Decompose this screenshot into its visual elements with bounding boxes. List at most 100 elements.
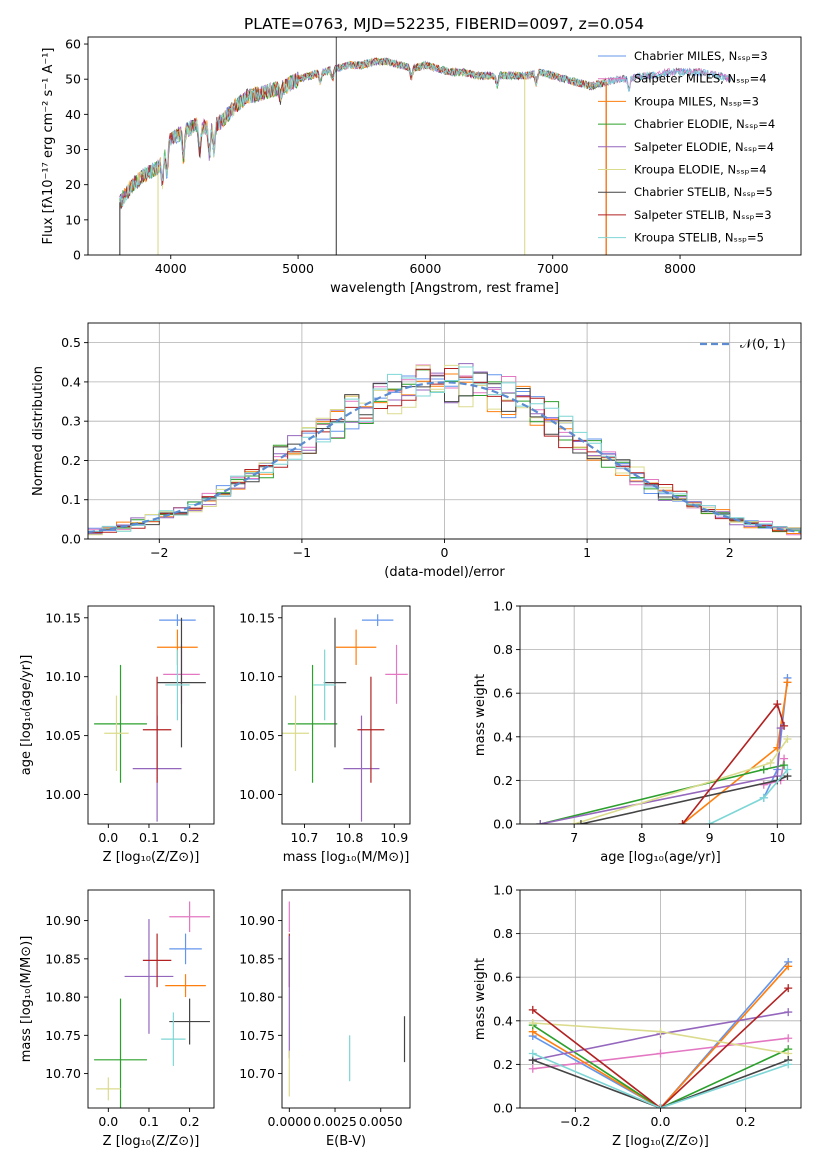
y-tick-label: 10.85	[45, 951, 81, 966]
y-tick-label: 0.4	[61, 374, 81, 389]
plot-area	[282, 614, 408, 822]
plot-area	[88, 363, 801, 536]
panel-spectrum: Chabrier MILES, Nₛₛₚ=3 Salpeter MILES, Nₛ…	[41, 37, 802, 296]
x-axis-label: mass [log₁₀(M/M⊙)]	[283, 850, 410, 865]
y-tick-label: 10.85	[239, 951, 275, 966]
weight-marker	[759, 793, 768, 802]
y-axis-label: mass weight	[473, 674, 488, 756]
weight-marker	[528, 1005, 537, 1014]
x-tick-label: 10.9	[380, 830, 408, 845]
x-tick-label: 1	[583, 545, 591, 560]
y-axis-label: age [log₁₀(age/yr)]	[19, 655, 34, 776]
axes-frame	[87, 605, 215, 825]
weight-marker	[656, 1049, 665, 1058]
weight-marker	[784, 1008, 793, 1017]
plot-area	[94, 901, 210, 1108]
weight-marker	[656, 1104, 665, 1108]
y-tick-label: 0	[73, 248, 81, 263]
x-tick-label: 0	[441, 545, 449, 560]
x-tick-label: −2	[150, 545, 168, 560]
x-tick-label: 6000	[409, 261, 441, 276]
x-tick-label: 0.0025	[313, 1114, 357, 1129]
weight-line-salpeter_stelib	[532, 987, 789, 1108]
panel-mass_vs_ebv: 0.0000 0.0025 0.0050 10.70 10.75 10.80 10.85 10…	[239, 889, 411, 1149]
y-tick-label: 0.6	[493, 970, 513, 985]
y-tick-label: 10.10	[45, 669, 81, 684]
axes-frame	[281, 605, 411, 825]
panels-layer: Chabrier MILES, Nₛₛₚ=3 Salpeter MILES, Nₛ…	[19, 37, 802, 1149]
normal-curve	[88, 381, 801, 534]
x-tick-label: 9	[706, 830, 714, 845]
weight-marker	[766, 758, 775, 767]
x-tick-label: 0.0050	[359, 1114, 403, 1129]
y-tick-label: 10.05	[45, 728, 81, 743]
weight-line-chabrier_elodie	[532, 1024, 789, 1108]
y-tick-label: 10.70	[45, 1066, 81, 1081]
x-tick-label: 0.2	[180, 830, 200, 845]
x-tick-label: 7000	[537, 261, 569, 276]
weight-marker	[784, 962, 793, 971]
x-tick-label: 0.0	[98, 830, 118, 845]
plot-area	[528, 957, 793, 1108]
hist-step-salpeter_stelib	[88, 368, 801, 534]
panel-weight_vs_Z: −0.2 0.0 0.2 0.0 0.2 0.4 0.6 0.8 1.0 Z [log₁₀(Z/Z…	[473, 883, 802, 1149]
weight-marker	[759, 765, 768, 774]
x-tick-label: 0.1	[139, 1114, 159, 1129]
weight-line-kroupa_miles	[532, 965, 789, 1108]
x-axis-label: Z [log₁₀(Z/Z⊙)]	[103, 850, 200, 865]
weight-marker	[528, 1064, 537, 1073]
x-tick-label: 0.2	[180, 1114, 200, 1129]
y-tick-label: 0.4	[493, 1013, 513, 1028]
x-tick-label: 8000	[664, 261, 696, 276]
weight-marker	[536, 820, 545, 824]
y-tick-label: 10.15	[45, 610, 81, 625]
legend-label: 𝒩(0, 1)	[740, 336, 786, 351]
plot-area	[536, 673, 792, 824]
legend-label: Kroupa MILES, Nₛₛₚ=3	[634, 94, 759, 108]
y-tick-label: 50	[65, 72, 81, 87]
y-tick-label: 0.2	[493, 773, 513, 788]
weight-marker	[783, 765, 792, 774]
y-tick-label: 40	[65, 107, 81, 122]
axes-frame	[281, 889, 411, 1109]
weight-marker	[784, 1034, 793, 1043]
y-tick-label: 10.00	[239, 787, 275, 802]
weight-marker	[576, 820, 585, 824]
x-axis-label: Z [log₁₀(Z/Z⊙)]	[103, 1134, 200, 1149]
y-tick-label: 0.4	[493, 729, 513, 744]
spectrum-line-kroupa_stelib	[119, 57, 732, 208]
weight-line-kroupa_miles	[681, 682, 789, 824]
weight-marker	[656, 1027, 665, 1036]
x-tick-label: −1	[293, 545, 311, 560]
x-tick-label: 0.0000	[267, 1114, 311, 1129]
axes-frame	[519, 605, 802, 825]
y-tick-label: 10.75	[239, 1028, 275, 1043]
y-tick-label: 1.0	[493, 883, 513, 898]
y-tick-label: 0.2	[493, 1057, 513, 1072]
y-tick-label: 10.80	[239, 990, 275, 1005]
weight-line-salpeter_elodie	[540, 728, 782, 824]
weight-marker	[773, 700, 782, 709]
y-tick-label: 20	[65, 177, 81, 192]
x-tick-label: 7	[570, 830, 578, 845]
y-tick-label: 10.90	[239, 913, 275, 928]
y-tick-label: 0.0	[61, 532, 81, 547]
y-tick-label: 0.0	[493, 1101, 513, 1116]
plot-area	[288, 901, 406, 1097]
weight-marker	[773, 776, 782, 785]
y-tick-label: 10.05	[239, 728, 275, 743]
plot-area	[119, 37, 732, 255]
y-tick-label: 0.5	[61, 335, 81, 350]
legend-label: Chabrier STELIB, Nₛₛₚ=5	[634, 185, 773, 199]
weight-line-chabrier_miles	[532, 961, 789, 1108]
legend-label: Kroupa ELODIE, Nₛₛₚ=4	[634, 163, 767, 177]
panel-age_vs_mass: 10.7 10.8 10.9 10.00 10.05 10.10 10.15 mass [lo…	[239, 605, 411, 865]
y-tick-label: 60	[65, 37, 81, 52]
y-axis-label: mass weight	[473, 958, 488, 1040]
x-tick-label: 8	[638, 830, 646, 845]
weight-marker	[780, 761, 789, 770]
weight-marker	[783, 734, 792, 743]
plot-area	[94, 614, 206, 822]
legend-label: Chabrier ELODIE, Nₛₛₚ=4	[634, 117, 775, 131]
